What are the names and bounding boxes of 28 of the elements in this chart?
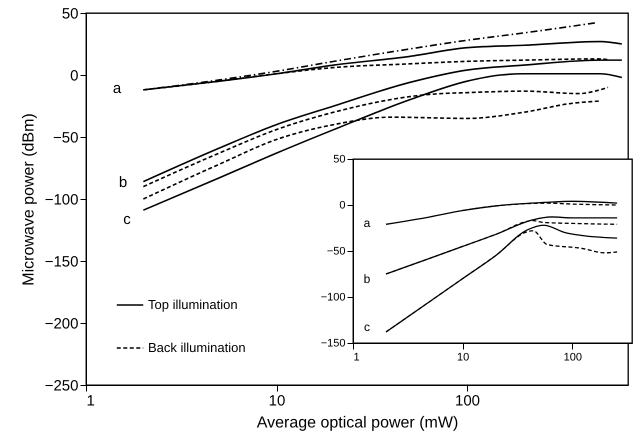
y-tick-label: 0 [339, 200, 346, 212]
annotation: c [364, 320, 370, 334]
x-axis-title: Average optical power (mW) [256, 414, 458, 432]
annotation: c [123, 211, 132, 228]
y-tick-label: −50 [53, 130, 78, 146]
y-tick-label: −150 [44, 254, 78, 270]
y-tick-label: 50 [333, 154, 346, 166]
x-tick-label: 10 [457, 352, 470, 364]
y-tick-label: −100 [320, 292, 346, 304]
y-tick-label: 50 [62, 6, 78, 22]
y-tick-label: −50 [326, 246, 346, 258]
x-tick-label: 1 [86, 392, 95, 410]
x-tick-label: 10 [268, 392, 286, 410]
x-tick-label: 1 [354, 352, 360, 364]
annotation: b [118, 174, 128, 191]
y-tick-label: −100 [44, 192, 78, 208]
legend-label: Back illumination [148, 340, 246, 355]
y-tick-label: −200 [44, 316, 78, 332]
y-tick-label: −150 [320, 338, 346, 350]
y-tick-label: −250 [44, 378, 78, 394]
annotation: b [364, 272, 371, 286]
annotation: a [364, 216, 371, 230]
annotation: a [112, 80, 122, 97]
y-tick-label: 0 [70, 68, 78, 84]
y-axis-title: Microwave power (dBm) [20, 113, 38, 286]
x-tick-label: 100 [564, 352, 582, 364]
x-tick-label: 100 [454, 392, 480, 410]
legend-label: Top illumination [148, 297, 238, 312]
